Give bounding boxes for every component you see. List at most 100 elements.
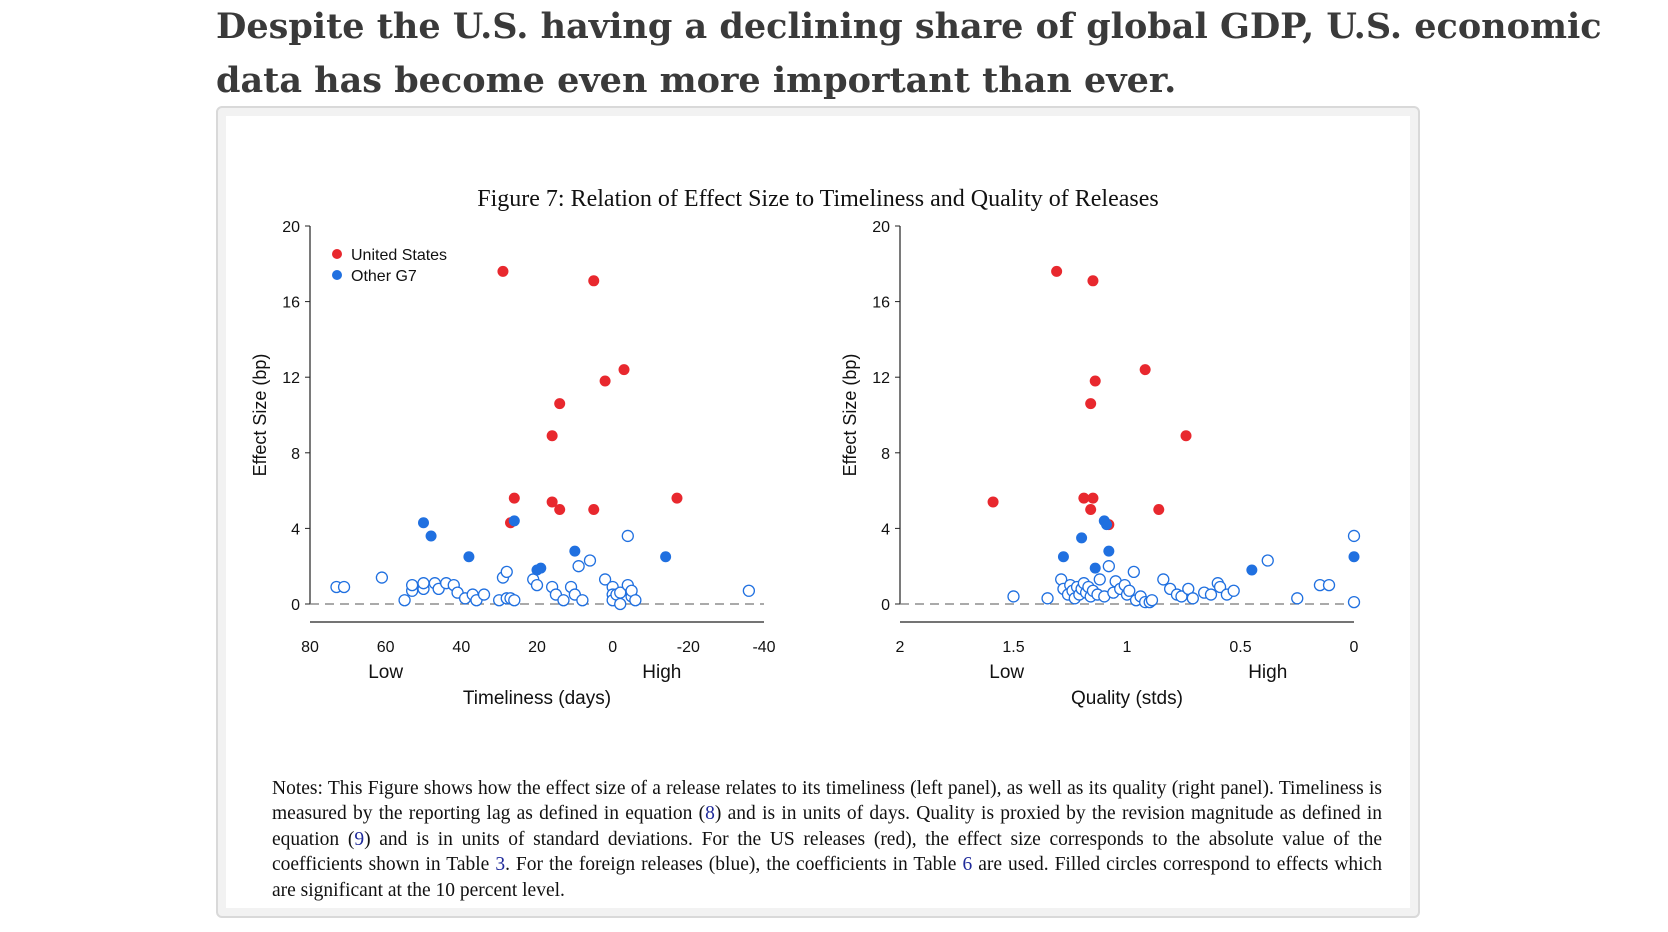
data-point-filled [1089, 375, 1101, 387]
figure-notes: Notes: This Figure shows how the effect … [272, 776, 1382, 904]
x-qualifier-label: Low [368, 662, 403, 683]
data-point-hollow [1347, 529, 1361, 543]
notes-text-1: Notes: This Figure shows how the effect … [272, 777, 1382, 825]
data-point-filled [1348, 551, 1360, 563]
data-point-hollow [614, 597, 627, 611]
y-tick-label: 8 [881, 446, 890, 463]
data-point-hollow [1347, 595, 1361, 609]
data-point-hollow [375, 571, 389, 584]
legend-label: Other G7 [351, 268, 417, 285]
series-other-g7-not-significant [330, 529, 756, 611]
equation-ref-link[interactable]: 8 [705, 803, 715, 824]
legend-label: United States [351, 247, 447, 264]
data-point-hollow [1291, 592, 1304, 605]
data-point-hollow [1102, 560, 1115, 573]
data-point-filled [1139, 364, 1151, 376]
data-point-hollow [1145, 594, 1159, 607]
data-point-hollow [1127, 565, 1140, 579]
data-point-filled [588, 275, 600, 287]
data-point-hollow [508, 594, 521, 607]
data-point-hollow [742, 584, 756, 597]
data-point-filled [554, 504, 566, 515]
data-point-hollow [576, 594, 589, 607]
series-other-g7-significant [1057, 515, 1360, 576]
notes-text-3: ) and is in units of standard deviations… [272, 828, 1383, 876]
data-point-hollow [398, 594, 411, 607]
table-ref-link[interactable]: 3 [495, 854, 506, 875]
x-axis-title: Quality (stds) [1071, 688, 1183, 709]
figure-image-frame: Figure 7: Relation of Effect Size to Tim… [216, 106, 1420, 918]
data-point-filled [599, 375, 611, 387]
series-united-states-significant [987, 265, 1192, 531]
notes-text-5: are used. Filled circles correspond to e… [272, 854, 1382, 901]
data-point-hollow [557, 594, 570, 607]
data-point-hollow [1322, 578, 1336, 592]
data-point-hollow [1186, 592, 1199, 605]
x-tick-label: 0 [1350, 639, 1359, 656]
data-point-filled [535, 562, 547, 574]
y-axis-title: Effect Size (bp) [250, 354, 270, 477]
page-headline: Despite the U.S. having a declining shar… [216, 6, 1602, 101]
data-point-filled [1087, 492, 1099, 504]
data-point-filled [1101, 519, 1113, 531]
data-point-hollow [1227, 584, 1240, 597]
data-point-filled [987, 496, 999, 508]
y-tick-label: 8 [291, 446, 300, 463]
data-point-filled [554, 398, 566, 410]
data-point-filled [463, 551, 475, 563]
data-point-filled [425, 530, 437, 542]
data-point-hollow [1093, 573, 1106, 586]
data-point-filled [546, 496, 558, 508]
data-point-hollow [1157, 573, 1170, 586]
data-point-hollow [598, 573, 612, 586]
data-point-filled [1085, 398, 1097, 410]
data-point-filled [1153, 504, 1165, 515]
data-point-filled [418, 517, 429, 529]
data-point-hollow [621, 529, 634, 543]
y-tick-label: 20 [872, 219, 890, 236]
data-point-hollow [477, 588, 491, 601]
y-tick-label: 12 [282, 370, 300, 387]
notes-text-2: ) and is in units of days. Quality is pr… [272, 803, 1382, 850]
x-tick-label: 0.5 [1229, 639, 1251, 656]
data-point-filled [497, 265, 509, 277]
data-point-hollow [629, 594, 642, 607]
series-other-g7-significant [418, 515, 672, 576]
data-point-filled [1051, 265, 1063, 277]
data-point-hollow [1007, 590, 1020, 603]
data-point-hollow [500, 565, 513, 579]
data-point-filled [1103, 545, 1115, 557]
y-tick-label: 16 [872, 295, 890, 312]
x-tick-label: 60 [377, 639, 395, 656]
y-tick-label: 12 [872, 370, 890, 387]
x-tick-label: -20 [677, 639, 700, 656]
y-axis-title: Effect Size (bp) [840, 354, 860, 477]
timeliness-scatter-chart: 0 4 8 12 16 20 80 60 40 20 0 -20 -40 Low High Timelines… [250, 219, 776, 709]
series-united-states-significant [497, 265, 683, 529]
data-point-hollow [530, 578, 544, 592]
x-tick-label: 20 [528, 639, 546, 656]
table-ref-link[interactable]: 6 [962, 854, 973, 875]
data-point-filled [588, 504, 600, 515]
figure-title: Figure 7: Relation of Effect Size to Tim… [477, 186, 1159, 212]
equation-ref-link[interactable]: 9 [354, 828, 365, 850]
data-point-filled [1078, 492, 1090, 504]
data-point-filled [508, 492, 520, 504]
series-other-g7-not-significant [1007, 529, 1361, 609]
data-point-hollow [1261, 554, 1274, 567]
data-point-filled [660, 551, 672, 563]
y-tick-label: 4 [881, 521, 890, 538]
x-qualifier-label: High [642, 662, 681, 683]
data-point-filled [1085, 504, 1097, 515]
data-point-filled [1057, 551, 1069, 563]
x-tick-label: 80 [301, 639, 319, 656]
data-point-filled [1087, 275, 1099, 287]
x-tick-label: 1.5 [1002, 639, 1024, 656]
data-point-filled [546, 430, 558, 442]
data-point-filled [508, 515, 520, 527]
y-tick-label: 20 [282, 219, 300, 236]
data-point-hollow [572, 560, 585, 573]
quality-scatter-chart: 0 4 8 12 16 20 2 1.5 1 0.5 0 Low High Quality (stds) E… [840, 219, 1361, 709]
notes-text-4: . For the foreign releases (blue), the c… [505, 854, 963, 875]
data-point-hollow [1041, 592, 1054, 605]
